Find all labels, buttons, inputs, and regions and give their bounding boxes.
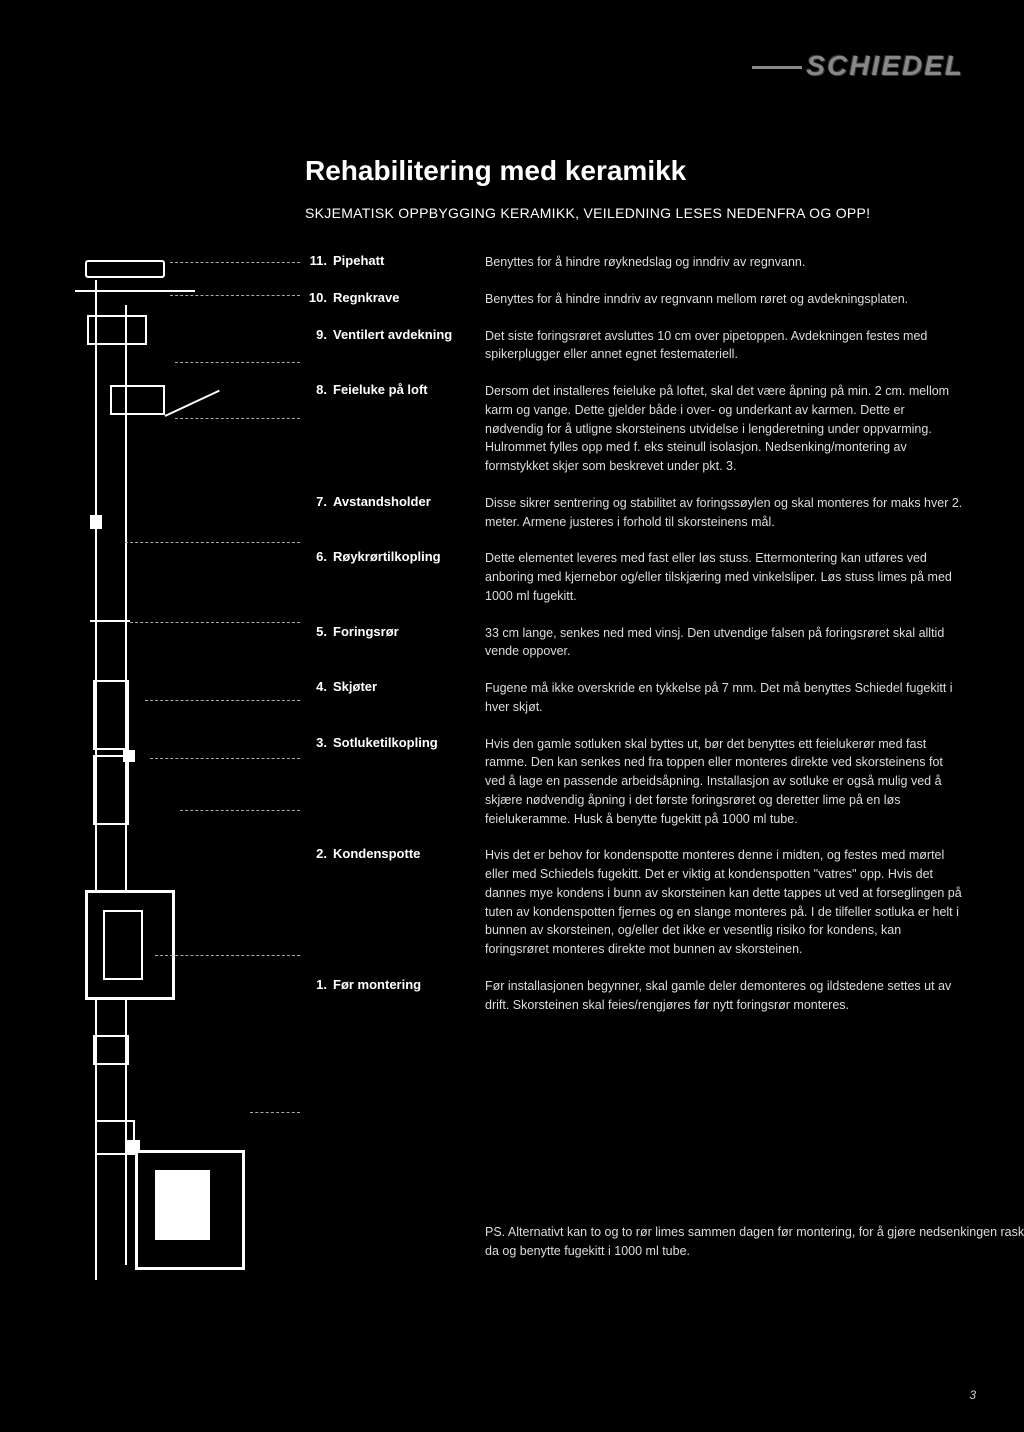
item-description: Det siste foringsrøret avsluttes 10 cm o… (485, 327, 965, 365)
callout-line (175, 418, 300, 419)
page-number: 3 (969, 1388, 976, 1402)
item-description: 33 cm lange, senkes ned med vinsj. Den u… (485, 624, 965, 662)
ps-note: PS. Alternativt kan to og to rør limes s… (485, 1223, 1024, 1261)
item-label: Regnkrave (333, 290, 485, 305)
item-number: 10. (305, 290, 333, 305)
item-number: 6. (305, 549, 333, 564)
callout-line (180, 810, 300, 811)
callout-line (170, 295, 300, 296)
item-label: Avstandsholder (333, 494, 485, 509)
item-description: Hvis det er behov for kondenspotte monte… (485, 846, 965, 959)
item-description: Benyttes for å hindre røyknedslag og inn… (485, 253, 965, 272)
instruction-item: 8.Feieluke på loftDersom det installeres… (305, 382, 965, 476)
item-number: 3. (305, 735, 333, 750)
item-label: Pipehatt (333, 253, 485, 268)
instruction-list: 11.PipehattBenyttes for å hindre røykned… (305, 253, 965, 1032)
instruction-item: 9.Ventilert avdekningDet siste foringsrø… (305, 327, 965, 365)
item-number: 2. (305, 846, 333, 861)
callout-line (150, 758, 300, 759)
callout-line (175, 362, 300, 363)
item-label: Sotluketilkopling (333, 735, 485, 750)
item-number: 4. (305, 679, 333, 694)
instruction-item: 6.RøykrørtilkoplingDette elementet lever… (305, 549, 965, 605)
instruction-item: 11.PipehattBenyttes for å hindre røykned… (305, 253, 965, 272)
item-description: Hvis den gamle sotluken skal byttes ut, … (485, 735, 965, 829)
page-subtitle: SKJEMATISK OPPBYGGING KERAMIKK, VEILEDNI… (305, 205, 870, 221)
item-label: Foringsrør (333, 624, 485, 639)
callout-line (155, 955, 300, 956)
item-description: Fugene må ikke overskride en tykkelse på… (485, 679, 965, 717)
item-number: 7. (305, 494, 333, 509)
item-label: Feieluke på loft (333, 382, 485, 397)
instruction-item: 5.Foringsrør33 cm lange, senkes ned med … (305, 624, 965, 662)
item-label: Før montering (333, 977, 485, 992)
callout-line (125, 542, 300, 543)
item-number: 11. (305, 253, 333, 268)
item-description: Benyttes for å hindre inndriv av regnvan… (485, 290, 965, 309)
item-description: Dersom det installeres feieluke på lofte… (485, 382, 965, 476)
item-label: Ventilert avdekning (333, 327, 485, 342)
item-label: Røykrørtilkopling (333, 549, 485, 564)
callout-line (145, 700, 300, 701)
instruction-item: 10.RegnkraveBenyttes for å hindre inndri… (305, 290, 965, 309)
instruction-item: 1.Før monteringFør installasjonen begynn… (305, 977, 965, 1015)
callout-line (130, 622, 300, 623)
page-title: Rehabilitering med keramikk (305, 155, 686, 187)
instruction-item: 3.SotluketilkoplingHvis den gamle sotluk… (305, 735, 965, 829)
item-description: Dette elementet leveres med fast eller l… (485, 549, 965, 605)
callout-line (170, 262, 300, 263)
callout-line (250, 1112, 300, 1113)
chimney-diagram (55, 250, 275, 1300)
item-description: Disse sikrer sentrering og stabilitet av… (485, 494, 965, 532)
brand-text: SCHIEDEL (806, 50, 964, 81)
instruction-item: 4.SkjøterFugene må ikke overskride en ty… (305, 679, 965, 717)
item-number: 9. (305, 327, 333, 342)
item-label: Kondenspotte (333, 846, 485, 861)
item-number: 8. (305, 382, 333, 397)
item-description: Før installasjonen begynner, skal gamle … (485, 977, 965, 1015)
instruction-item: 2.KondenspotteHvis det er behov for kond… (305, 846, 965, 959)
item-label: Skjøter (333, 679, 485, 694)
brand-logo: SCHIEDEL (752, 50, 964, 82)
item-number: 5. (305, 624, 333, 639)
instruction-item: 7.AvstandsholderDisse sikrer sentrering … (305, 494, 965, 532)
item-number: 1. (305, 977, 333, 992)
